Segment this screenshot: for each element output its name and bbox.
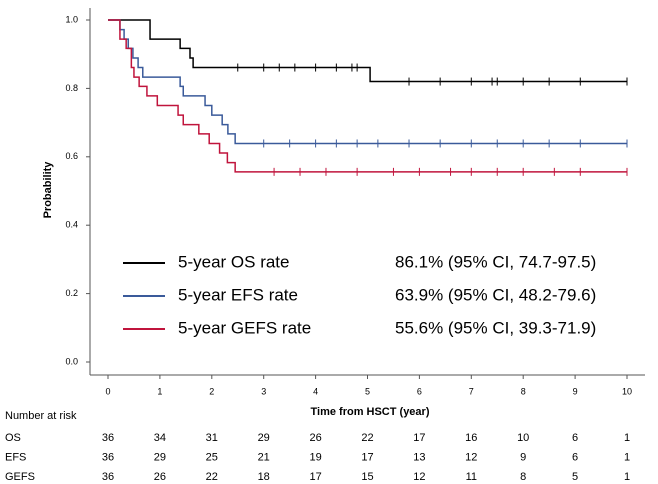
risk-value: 9 — [520, 451, 526, 463]
risk-value: 21 — [258, 451, 270, 463]
risk-value: 6 — [572, 432, 578, 444]
risk-value: 17 — [309, 471, 321, 483]
risk-table-title: Number at risk — [5, 410, 77, 422]
risk-value: 1 — [624, 432, 630, 444]
risk-value: 25 — [206, 451, 218, 463]
legend-label: 5-year EFS rate — [178, 285, 298, 304]
risk-row-label: GEFS — [5, 471, 35, 483]
legend-annotation: 55.6% (95% CI, 39.3-71.9) — [395, 318, 596, 337]
x-tick-label: 0 — [105, 386, 110, 396]
risk-value: 17 — [413, 432, 425, 444]
risk-value: 34 — [154, 432, 166, 444]
risk-value: 15 — [361, 471, 373, 483]
x-axis-title: Time from HSCT (year) — [311, 406, 430, 418]
survival-curve — [108, 19, 627, 83]
x-tick-label: 6 — [417, 386, 422, 396]
risk-value: 12 — [465, 451, 477, 463]
x-tick-label: 8 — [521, 386, 526, 396]
y-tick-label: 0.6 — [65, 151, 78, 161]
legend-label: 5-year GEFS rate — [178, 318, 311, 337]
legend-annotation: 86.1% (95% CI, 74.7-97.5) — [395, 252, 596, 271]
risk-value: 8 — [520, 471, 526, 483]
x-tick-label: 4 — [313, 386, 318, 396]
risk-value: 16 — [465, 432, 477, 444]
legend-label: 5-year OS rate — [178, 252, 290, 271]
y-tick-label: 1.0 — [65, 14, 78, 24]
legend-annotation: 63.9% (95% CI, 48.2-79.6) — [395, 285, 596, 304]
risk-value: 19 — [309, 451, 321, 463]
risk-value: 26 — [309, 432, 321, 444]
x-tick-label: 5 — [365, 386, 370, 396]
risk-row-label: EFS — [5, 451, 26, 463]
risk-value: 36 — [102, 471, 114, 483]
x-tick-label: 1 — [157, 386, 162, 396]
x-tick-label: 7 — [469, 386, 474, 396]
risk-value: 17 — [361, 451, 373, 463]
risk-value: 22 — [206, 471, 218, 483]
risk-value: 1 — [624, 471, 630, 483]
risk-value: 11 — [466, 471, 477, 483]
y-tick-label: 0.2 — [65, 288, 78, 298]
risk-value: 12 — [413, 471, 425, 483]
survival-curve — [108, 19, 627, 173]
y-tick-label: 0.8 — [65, 83, 78, 93]
y-tick-label: 0.0 — [65, 356, 78, 366]
risk-value: 36 — [102, 432, 114, 444]
risk-value: 36 — [102, 451, 114, 463]
x-tick-label: 9 — [573, 386, 578, 396]
risk-value: 5 — [572, 471, 578, 483]
risk-value: 1 — [624, 451, 630, 463]
risk-value: 18 — [258, 471, 270, 483]
risk-value: 13 — [413, 451, 425, 463]
risk-value: 6 — [572, 451, 578, 463]
y-axis-title: Probability — [42, 161, 54, 219]
x-tick-label: 2 — [209, 386, 214, 396]
risk-value: 29 — [154, 451, 166, 463]
risk-value: 29 — [258, 432, 270, 444]
risk-value: 26 — [154, 471, 166, 483]
risk-value: 10 — [517, 432, 529, 444]
x-tick-label: 10 — [622, 386, 632, 396]
risk-value: 22 — [361, 432, 373, 444]
risk-row-label: OS — [5, 432, 21, 444]
y-tick-label: 0.4 — [65, 220, 78, 230]
risk-value: 31 — [206, 432, 218, 444]
x-tick-label: 3 — [261, 386, 266, 396]
